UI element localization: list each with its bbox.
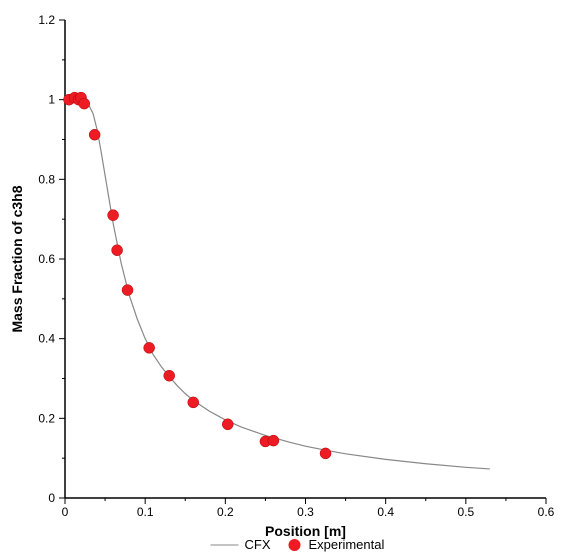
y-axis-title: Mass Fraction of c3h8 xyxy=(9,185,25,332)
series-point-experimental xyxy=(144,342,155,353)
series-point-experimental xyxy=(188,397,199,408)
y-tick-label: 0.2 xyxy=(38,411,55,425)
series-point-experimental xyxy=(164,370,175,381)
x-tick-label: 0 xyxy=(62,505,69,519)
x-tick-label: 0.2 xyxy=(217,505,234,519)
y-tick-label: 0.8 xyxy=(38,172,55,186)
series-point-experimental xyxy=(112,245,123,256)
y-tick-label: 0 xyxy=(48,491,55,505)
chart-svg: 00.10.20.30.40.50.600.20.40.60.811.2Posi… xyxy=(0,0,561,559)
series-point-experimental xyxy=(79,98,90,109)
series-point-experimental xyxy=(320,448,331,459)
legend-marker xyxy=(289,539,301,551)
series-point-experimental xyxy=(108,210,119,221)
x-tick-label: 0.6 xyxy=(538,505,555,519)
y-tick-label: 0.4 xyxy=(38,332,55,346)
series-point-experimental xyxy=(222,419,233,430)
series-point-experimental xyxy=(89,129,100,140)
legend-label: Experimental xyxy=(309,537,385,552)
y-tick-label: 1.2 xyxy=(38,13,55,27)
legend-label: CFX xyxy=(245,537,271,552)
x-tick-label: 0.3 xyxy=(297,505,314,519)
x-tick-label: 0.4 xyxy=(377,505,394,519)
chart-container: 00.10.20.30.40.50.600.20.40.60.811.2Posi… xyxy=(0,0,561,559)
chart-bg xyxy=(0,0,561,559)
x-tick-label: 0.1 xyxy=(137,505,154,519)
series-point-experimental xyxy=(122,285,133,296)
y-tick-label: 0.6 xyxy=(38,252,55,266)
x-tick-label: 0.5 xyxy=(457,505,474,519)
y-tick-label: 1 xyxy=(48,93,55,107)
series-point-experimental xyxy=(268,435,279,446)
